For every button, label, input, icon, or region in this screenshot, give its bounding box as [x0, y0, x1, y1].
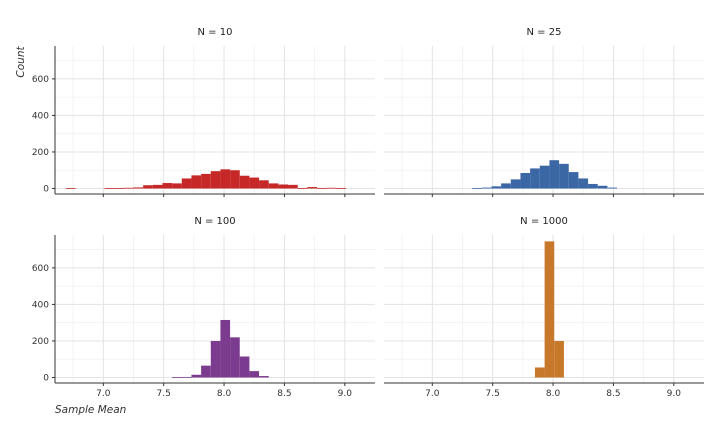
histogram-bar	[249, 371, 260, 378]
histogram-bar	[220, 319, 231, 378]
histogram-bar	[239, 175, 250, 189]
histogram-bar	[239, 356, 250, 378]
histogram-bar	[554, 340, 564, 378]
histogram-bar	[259, 376, 269, 378]
histogram-bar	[210, 340, 221, 378]
histogram-bar	[520, 172, 531, 189]
grid-layer	[55, 46, 704, 383]
histogram-bar	[336, 187, 347, 189]
histogram-bar	[210, 171, 221, 189]
histogram-bar	[297, 187, 308, 189]
histogram-bar	[65, 187, 76, 189]
histogram-bar	[491, 186, 502, 189]
histogram-bar	[172, 183, 182, 189]
y-tick-label: 400	[32, 300, 49, 310]
histogram-bar	[317, 187, 327, 189]
panel-title: N = 25	[527, 27, 562, 38]
histogram-bar	[249, 177, 260, 189]
y-tick-label: 0	[43, 185, 49, 195]
histogram-bar	[597, 185, 608, 189]
x-tick-label: 9.0	[667, 389, 682, 399]
x-tick-label: 9.0	[338, 389, 353, 399]
y-axis-title: Count	[15, 46, 27, 78]
histogram-bar	[104, 188, 115, 189]
bars-layer	[65, 160, 618, 378]
y-tick-label: 200	[32, 337, 49, 347]
histogram-bar	[481, 187, 492, 189]
y-tick-label: 600	[32, 75, 49, 85]
x-tick-label: 8.5	[277, 389, 291, 399]
x-tick-label: 8.0	[546, 389, 561, 399]
histogram-bar	[472, 187, 482, 189]
x-axis-title: Sample Mean	[55, 404, 126, 416]
histogram-bar	[181, 178, 192, 189]
histogram-bar	[123, 187, 134, 189]
histogram-bar	[307, 187, 318, 189]
x-tick-label: 7.0	[425, 389, 440, 399]
histogram-bar	[114, 187, 124, 189]
x-tick-label: 8.5	[606, 389, 620, 399]
histogram-bar	[278, 184, 289, 189]
histogram-bar	[220, 169, 231, 189]
histogram-bar	[568, 172, 579, 189]
x-tick-label: 7.0	[96, 389, 111, 399]
histogram-bar	[201, 173, 211, 189]
x-tick-label: 7.5	[486, 389, 500, 399]
histogram-bar	[268, 183, 279, 189]
histogram-bar	[201, 365, 211, 378]
panel-title: N = 10	[198, 27, 233, 38]
histogram-bar	[230, 170, 240, 189]
histogram-bar	[549, 160, 560, 189]
histogram-bar	[534, 367, 545, 378]
histogram-bar	[578, 178, 589, 189]
histogram-bar	[259, 180, 269, 189]
y-tick-label: 600	[32, 264, 49, 274]
histogram-bar	[172, 377, 182, 378]
y-tick-label: 0	[43, 374, 49, 384]
histogram-bar	[152, 184, 163, 189]
histogram-bar	[326, 187, 337, 189]
y-tick-label: 200	[32, 148, 49, 158]
histogram-bar	[544, 241, 555, 378]
histogram-bar	[607, 187, 618, 189]
histogram-bar	[133, 187, 144, 189]
histogram-bar	[143, 185, 153, 189]
axes-layer	[52, 46, 704, 386]
histogram-bar	[501, 183, 511, 189]
histogram-bar	[588, 183, 598, 189]
x-tick-label: 7.5	[157, 389, 171, 399]
histogram-bar	[181, 376, 192, 378]
histogram-bar	[510, 179, 521, 189]
histogram-bar	[559, 163, 569, 189]
histogram-bar	[288, 184, 298, 189]
histogram-bar	[230, 337, 240, 378]
histogram-bar	[530, 168, 540, 189]
y-tick-label: 400	[32, 111, 49, 121]
histogram-bar	[162, 183, 173, 189]
panel-title: N = 100	[194, 216, 235, 227]
histogram-bar	[539, 165, 550, 189]
x-tick-label: 8.0	[217, 389, 232, 399]
histogram-bar	[191, 374, 202, 378]
panel-title: N = 1000	[520, 216, 568, 227]
histogram-bar	[191, 175, 202, 189]
